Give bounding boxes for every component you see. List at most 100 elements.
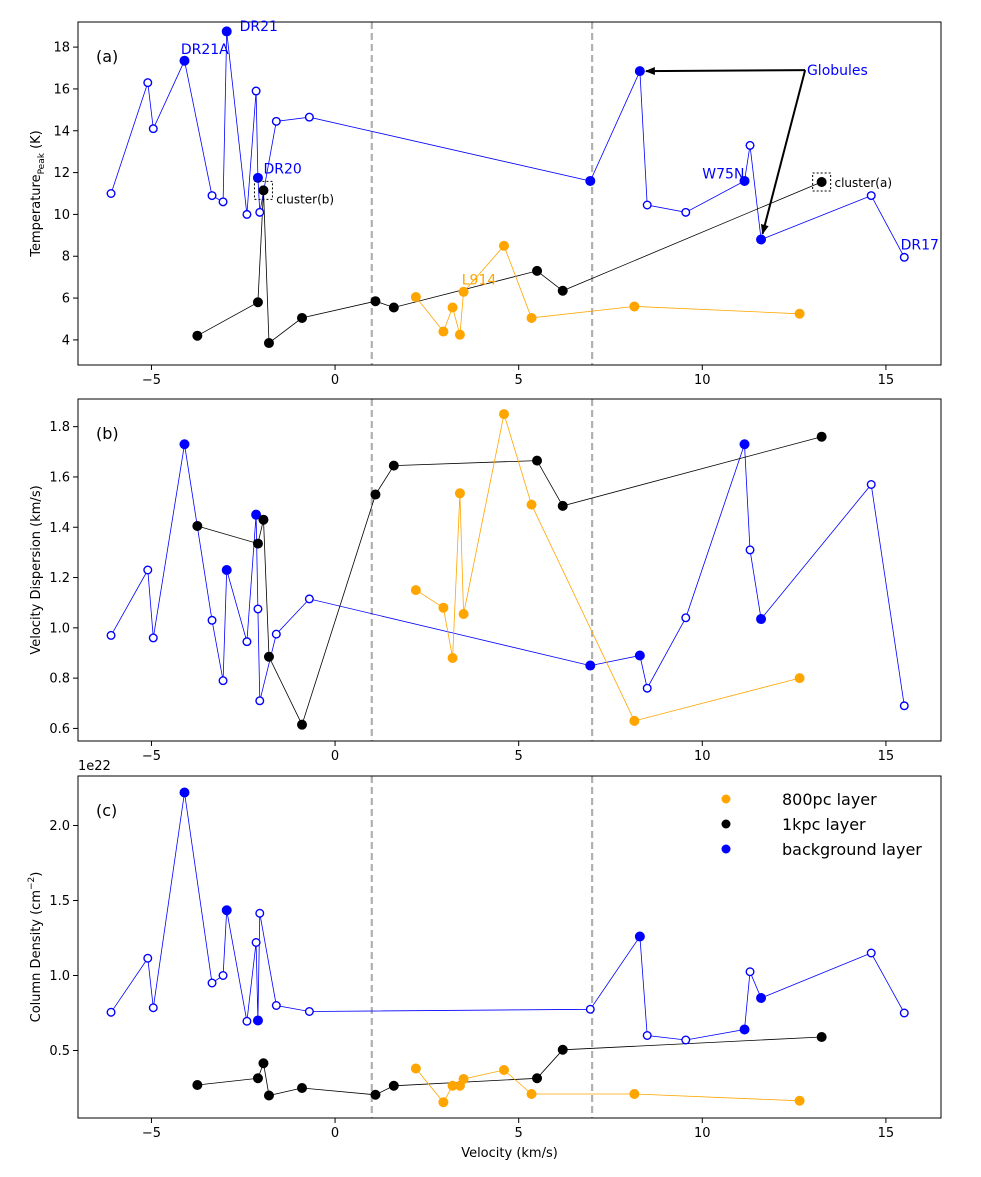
- y-axis-label-text: Temperature: [29, 174, 44, 257]
- annotation-dr17: DR17: [901, 238, 939, 254]
- data-point-background-layer: [207, 191, 217, 201]
- axes-frame: [77, 775, 942, 1119]
- x-tick-label: 10: [694, 749, 711, 764]
- y-tick-label: 10: [53, 208, 70, 223]
- legend-marker: [721, 794, 731, 804]
- y-tick-label: 16: [53, 82, 70, 97]
- data-point-background-layer: [106, 630, 116, 640]
- legend-marker: [721, 819, 731, 829]
- axes-frame: [77, 21, 942, 366]
- data-point-background-layer: [252, 172, 263, 183]
- data-point-background-layer: [271, 116, 281, 126]
- data-point-800pc-layer: [454, 488, 465, 499]
- x-tick-label: 5: [515, 1126, 523, 1141]
- x-tick-label: 15: [878, 749, 895, 764]
- data-point-800pc-layer: [438, 602, 449, 613]
- data-point-800pc-layer: [458, 286, 469, 297]
- data-point-background-layer: [304, 1007, 314, 1017]
- data-point-1kpc-layer: [263, 651, 274, 662]
- y-tick-label: 2.0: [49, 819, 70, 834]
- data-point-1kpc-layer: [816, 1031, 827, 1042]
- data-point-800pc-layer: [410, 585, 421, 596]
- legend-marker: [721, 844, 731, 854]
- cluster-highlight-box: [812, 172, 832, 192]
- data-point-background-layer: [221, 565, 232, 576]
- data-point-background-layer: [271, 629, 281, 639]
- data-point-background-layer: [179, 787, 190, 798]
- x-tick-label: 0: [331, 749, 339, 764]
- legend-label: 1kpc layer: [782, 815, 866, 834]
- data-point-background-layer: [739, 439, 750, 450]
- data-point-800pc-layer: [410, 1063, 421, 1074]
- data-point-1kpc-layer: [297, 312, 308, 323]
- series-line-background-layer: [110, 792, 905, 1041]
- legend-label: 800pc layer: [782, 790, 877, 809]
- data-point-1kpc-layer: [532, 455, 543, 466]
- annotation-dr21: DR21: [240, 19, 278, 35]
- series-line-background-layer: [110, 31, 905, 258]
- data-point-background-layer: [207, 978, 217, 988]
- data-point-800pc-layer: [410, 292, 421, 303]
- data-point-1kpc-layer: [263, 338, 274, 349]
- data-point-background-layer: [866, 191, 876, 201]
- globules-arrow: [644, 67, 806, 76]
- data-point-background-layer: [218, 676, 228, 686]
- data-point-background-layer: [642, 200, 652, 210]
- data-point-background-layer: [148, 633, 158, 643]
- data-point-1kpc-layer: [297, 719, 308, 730]
- data-point-1kpc-layer: [192, 330, 203, 341]
- x-tick-label: 5: [515, 749, 523, 764]
- data-point-1kpc-layer: [388, 302, 399, 313]
- data-point-800pc-layer: [447, 653, 458, 664]
- annotation-cluster-b-: cluster(b): [276, 193, 334, 207]
- x-tick-label: 10: [694, 1126, 711, 1141]
- data-point-1kpc-layer: [557, 285, 568, 296]
- data-point-800pc-layer: [629, 715, 640, 726]
- data-point-1kpc-layer: [297, 1082, 308, 1093]
- data-point-background-layer: [106, 1007, 116, 1017]
- data-point-background-layer: [681, 613, 691, 623]
- data-point-800pc-layer: [498, 1064, 509, 1075]
- data-point-800pc-layer: [794, 673, 805, 684]
- data-point-800pc-layer: [454, 329, 465, 340]
- y-tick-label: 0.6: [49, 722, 70, 737]
- annotation-globules: Globules: [807, 63, 868, 79]
- y-tick-label: 4: [62, 333, 70, 348]
- y-axis-label-unit: ): [29, 872, 44, 877]
- y-tick-label: 8: [62, 250, 70, 265]
- y-tick-label: 1.2: [49, 571, 70, 586]
- data-point-background-layer: [179, 439, 190, 450]
- data-point-background-layer: [634, 931, 645, 942]
- data-point-800pc-layer: [498, 409, 509, 420]
- data-point-background-layer: [585, 1004, 595, 1014]
- data-point-background-layer: [221, 26, 232, 37]
- data-point-background-layer: [179, 55, 190, 66]
- panel-label: (b): [96, 424, 119, 443]
- y-tick-label: 1.4: [49, 521, 70, 536]
- data-point-background-layer: [148, 124, 158, 134]
- data-point-1kpc-layer: [252, 1073, 263, 1084]
- x-tick-label: 0: [331, 1126, 339, 1141]
- data-point-background-layer: [745, 140, 755, 150]
- data-point-800pc-layer: [629, 1088, 640, 1099]
- data-point-1kpc-layer: [816, 176, 827, 187]
- data-point-background-layer: [899, 701, 909, 711]
- data-point-background-layer: [304, 594, 314, 604]
- cluster-highlight-box: [253, 180, 273, 200]
- y-axis-label-text: Column Density (cm: [29, 890, 44, 1022]
- y-axis-label: TemperaturePeak (K): [29, 130, 47, 258]
- data-point-800pc-layer: [794, 308, 805, 319]
- y-tick-label: 1.5: [49, 894, 70, 909]
- annotation-dr20: DR20: [263, 161, 301, 177]
- annotation-dr21a: DR21A: [181, 42, 229, 58]
- data-point-background-layer: [756, 234, 767, 245]
- data-point-800pc-layer: [526, 1088, 537, 1099]
- data-point-background-layer: [634, 650, 645, 661]
- data-point-background-layer: [642, 1030, 652, 1040]
- data-point-background-layer: [756, 614, 767, 625]
- data-point-background-layer: [143, 953, 153, 963]
- y-tick-label: 1.6: [49, 470, 70, 485]
- data-point-background-layer: [681, 207, 691, 217]
- y-tick-label: 1.0: [49, 621, 70, 636]
- data-point-1kpc-layer: [388, 1080, 399, 1091]
